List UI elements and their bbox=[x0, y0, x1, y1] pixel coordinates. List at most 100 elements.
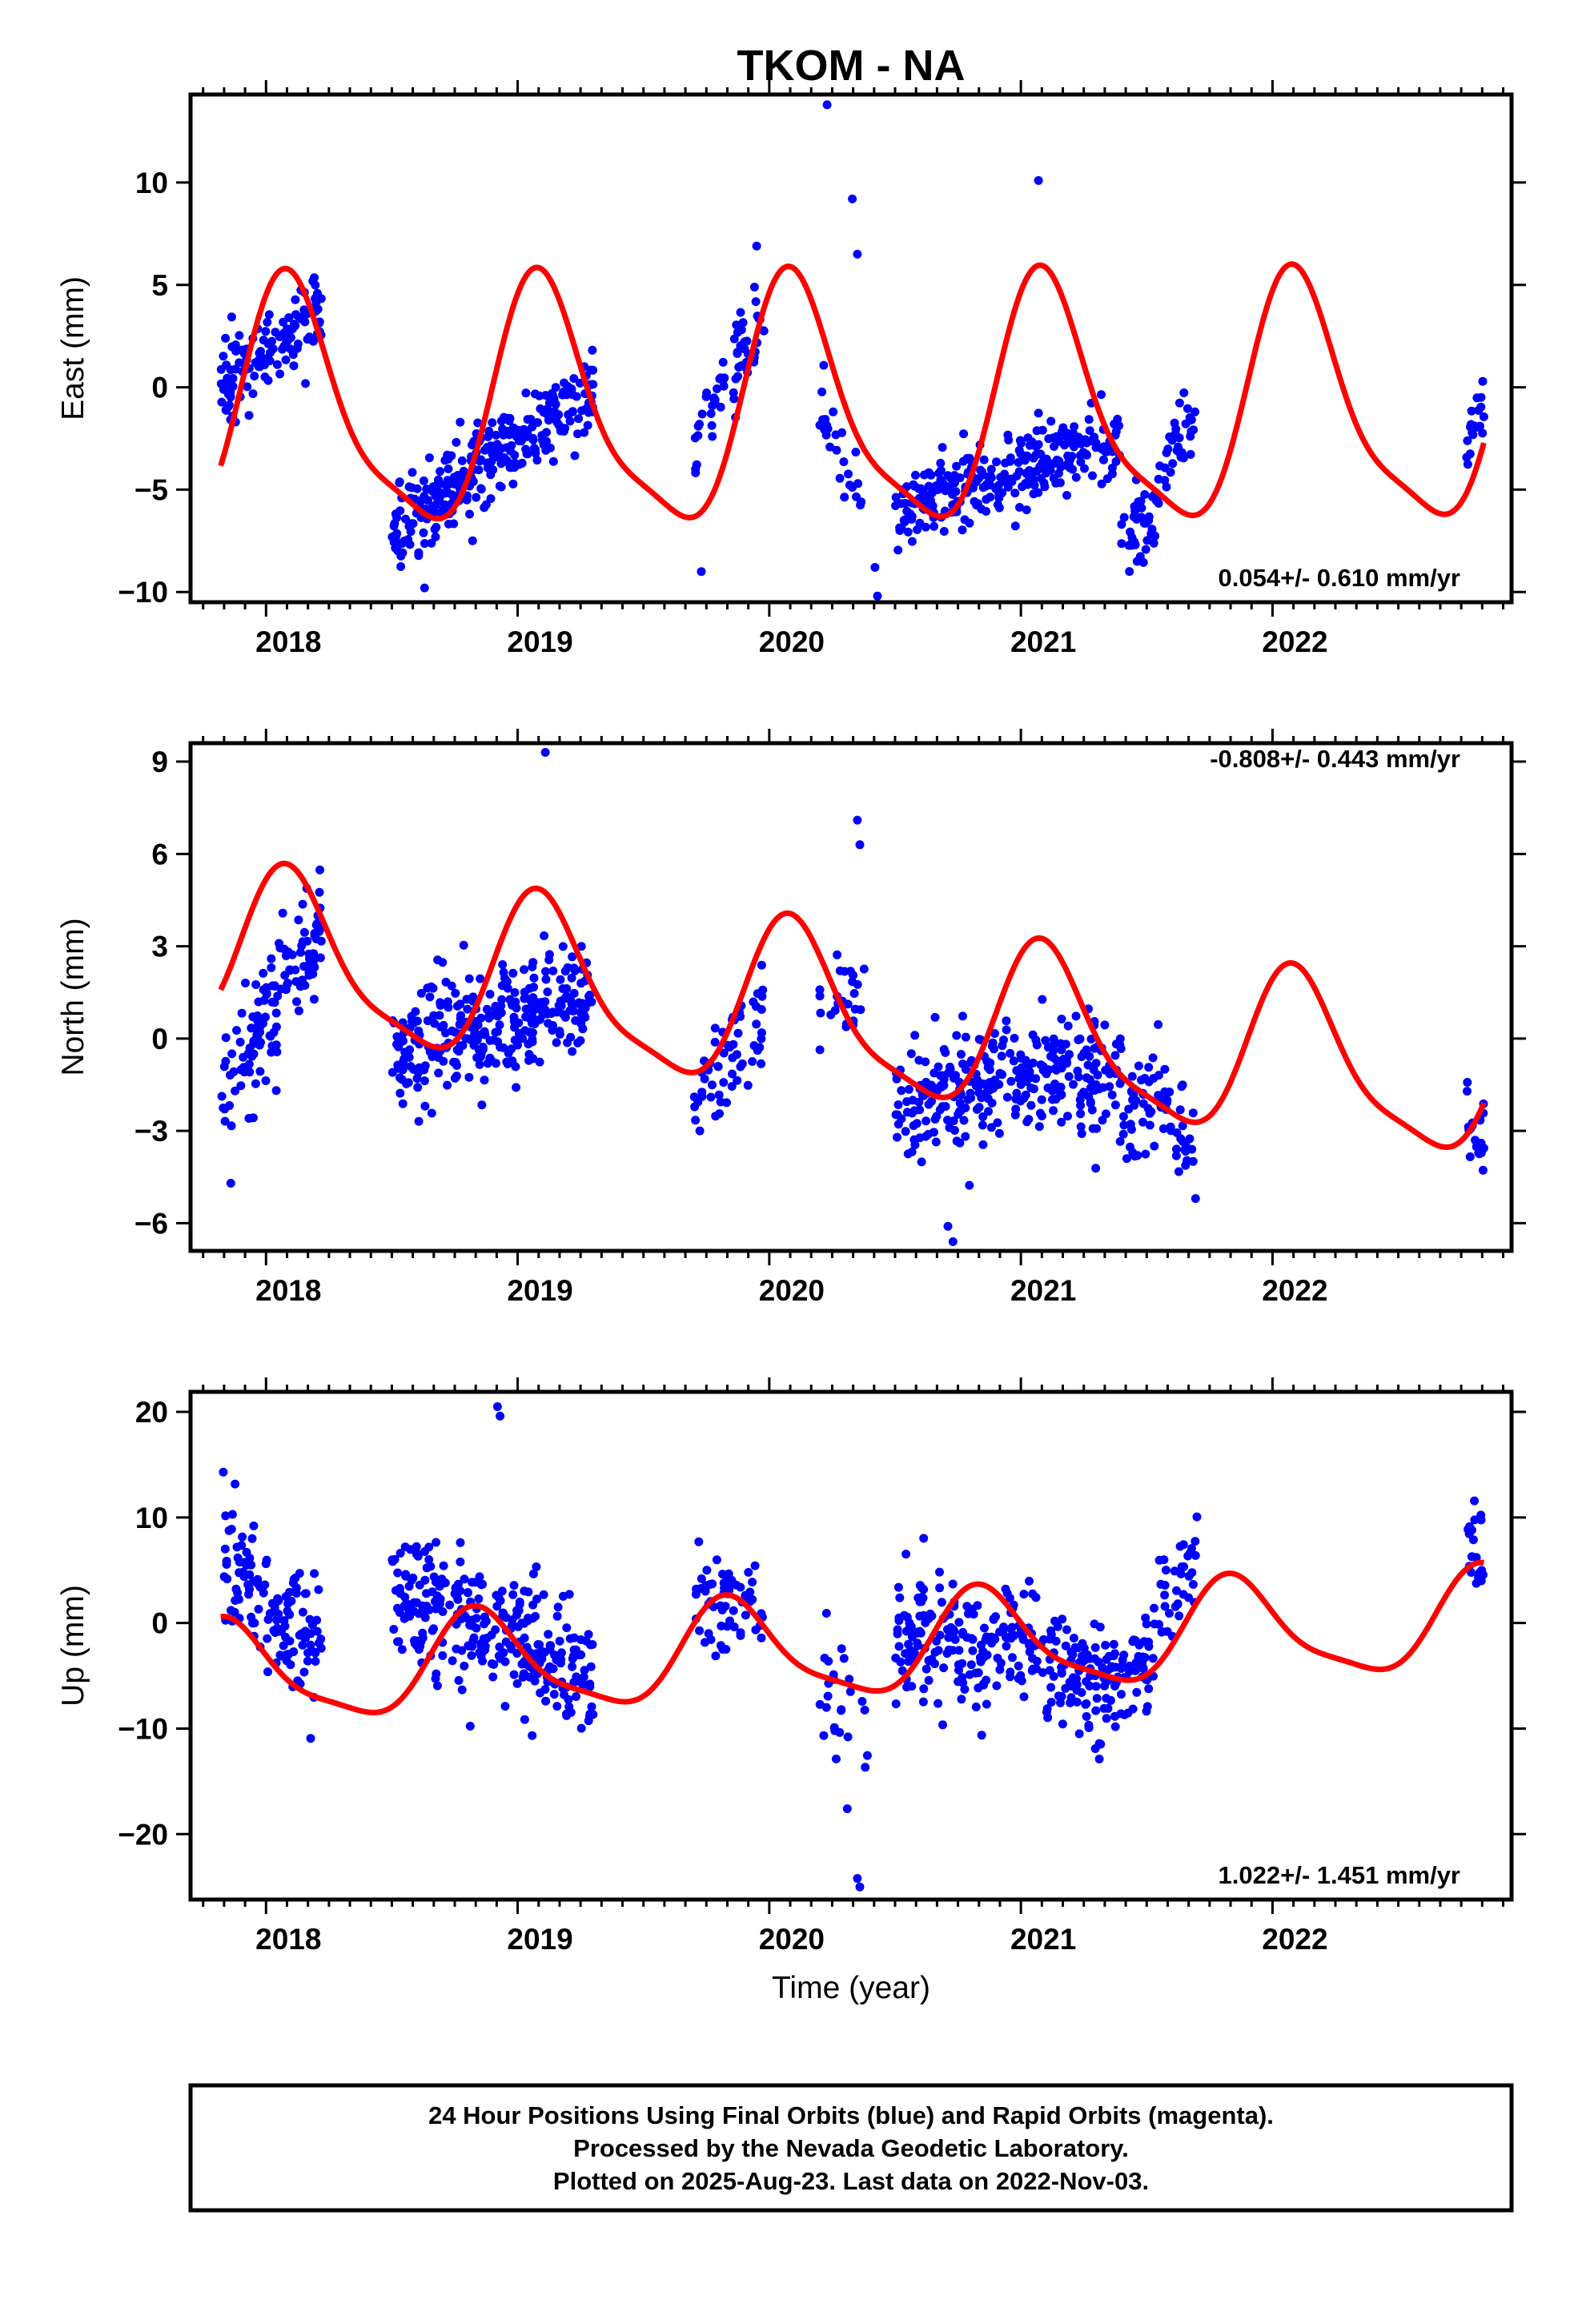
east-point bbox=[264, 310, 274, 320]
up-point bbox=[1028, 1664, 1038, 1674]
north-point bbox=[463, 1004, 472, 1014]
east-point bbox=[1126, 527, 1135, 537]
east-point bbox=[1467, 406, 1476, 416]
east-point bbox=[256, 347, 265, 356]
east-point bbox=[1097, 479, 1106, 489]
north-point bbox=[910, 1031, 920, 1040]
east-point bbox=[580, 428, 589, 437]
up-point bbox=[420, 1613, 430, 1622]
up-point bbox=[586, 1662, 596, 1671]
north-point bbox=[757, 1059, 766, 1068]
north-point bbox=[941, 1102, 950, 1112]
east-point bbox=[1174, 433, 1184, 443]
east-point bbox=[231, 340, 240, 350]
up-point bbox=[289, 1647, 299, 1656]
up-point bbox=[572, 1672, 581, 1682]
north-point bbox=[1187, 1144, 1197, 1154]
east-point bbox=[536, 404, 545, 413]
north-point bbox=[961, 1132, 970, 1141]
north-point bbox=[1021, 1090, 1030, 1100]
east-point bbox=[986, 471, 995, 480]
up-point bbox=[1472, 1553, 1481, 1562]
up-point bbox=[1057, 1667, 1066, 1677]
north-point bbox=[271, 1008, 281, 1018]
east-point bbox=[992, 457, 1001, 467]
north-point bbox=[560, 994, 569, 1003]
east-point bbox=[1046, 416, 1056, 426]
east-point bbox=[1476, 402, 1486, 412]
up-point bbox=[1069, 1634, 1078, 1642]
north-y-tick-label: 6 bbox=[151, 838, 168, 870]
up-point bbox=[525, 1672, 535, 1682]
east-point bbox=[1017, 438, 1026, 448]
east-point bbox=[1162, 482, 1171, 492]
east-point bbox=[982, 481, 990, 491]
up-point bbox=[996, 1659, 1006, 1668]
east-point bbox=[1465, 449, 1475, 459]
north-point bbox=[291, 977, 301, 987]
north-point bbox=[255, 1067, 265, 1076]
north-point bbox=[477, 1100, 487, 1110]
up-point bbox=[231, 1479, 240, 1489]
east-point bbox=[577, 406, 587, 416]
north-point bbox=[540, 931, 549, 940]
up-point bbox=[465, 1722, 475, 1731]
north-point bbox=[259, 985, 268, 995]
east-point bbox=[392, 529, 402, 538]
north-point bbox=[508, 968, 518, 978]
up-point bbox=[1058, 1719, 1067, 1729]
north-y-tick-label: 9 bbox=[151, 746, 168, 778]
north-point bbox=[568, 952, 577, 962]
north-point bbox=[576, 1035, 585, 1045]
north-point bbox=[1090, 1043, 1099, 1053]
up-point bbox=[913, 1593, 923, 1602]
east-point bbox=[979, 455, 989, 464]
north-point bbox=[227, 1121, 236, 1131]
up-point bbox=[431, 1674, 440, 1683]
east-point bbox=[1478, 428, 1488, 438]
up-point bbox=[971, 1703, 981, 1711]
up-point bbox=[298, 1607, 307, 1617]
east-point bbox=[420, 539, 429, 549]
north-point bbox=[1093, 1070, 1102, 1080]
north-point bbox=[510, 987, 520, 997]
north-point bbox=[1091, 1059, 1101, 1068]
north-point bbox=[278, 908, 287, 918]
up-point bbox=[1133, 1658, 1142, 1667]
up-point bbox=[831, 1754, 841, 1763]
up-point bbox=[1095, 1622, 1105, 1632]
up-model-curve bbox=[220, 1559, 1484, 1716]
up-point bbox=[219, 1467, 228, 1477]
north-point bbox=[958, 1059, 967, 1068]
up-point bbox=[1045, 1634, 1054, 1644]
north-x-tick-label: 2018 bbox=[255, 1274, 321, 1307]
north-point bbox=[978, 1120, 987, 1130]
east-point bbox=[1052, 432, 1062, 441]
east-point bbox=[523, 432, 532, 441]
east-point bbox=[1189, 425, 1199, 435]
north-point bbox=[520, 965, 529, 975]
north-point bbox=[480, 1076, 489, 1085]
east-point bbox=[857, 497, 866, 507]
up-point bbox=[982, 1699, 991, 1709]
north-point bbox=[261, 1012, 270, 1022]
up-point bbox=[298, 1640, 307, 1650]
east-point bbox=[583, 420, 592, 430]
up-point bbox=[535, 1640, 544, 1650]
north-point bbox=[1478, 1165, 1488, 1175]
up-point bbox=[1050, 1616, 1060, 1626]
east-point bbox=[430, 507, 440, 517]
north-point bbox=[1171, 1151, 1181, 1160]
north-point bbox=[815, 985, 825, 995]
east-point bbox=[221, 333, 231, 343]
north-point bbox=[229, 1067, 239, 1076]
north-point bbox=[757, 960, 766, 970]
up-point bbox=[424, 1555, 434, 1564]
north-point bbox=[577, 999, 587, 1008]
north-point bbox=[255, 1040, 264, 1050]
up-point bbox=[1046, 1698, 1056, 1707]
north-point bbox=[1181, 1160, 1191, 1170]
up-point bbox=[487, 1630, 496, 1640]
up-x-tick-label: 2018 bbox=[255, 1923, 321, 1956]
east-point bbox=[263, 317, 272, 327]
